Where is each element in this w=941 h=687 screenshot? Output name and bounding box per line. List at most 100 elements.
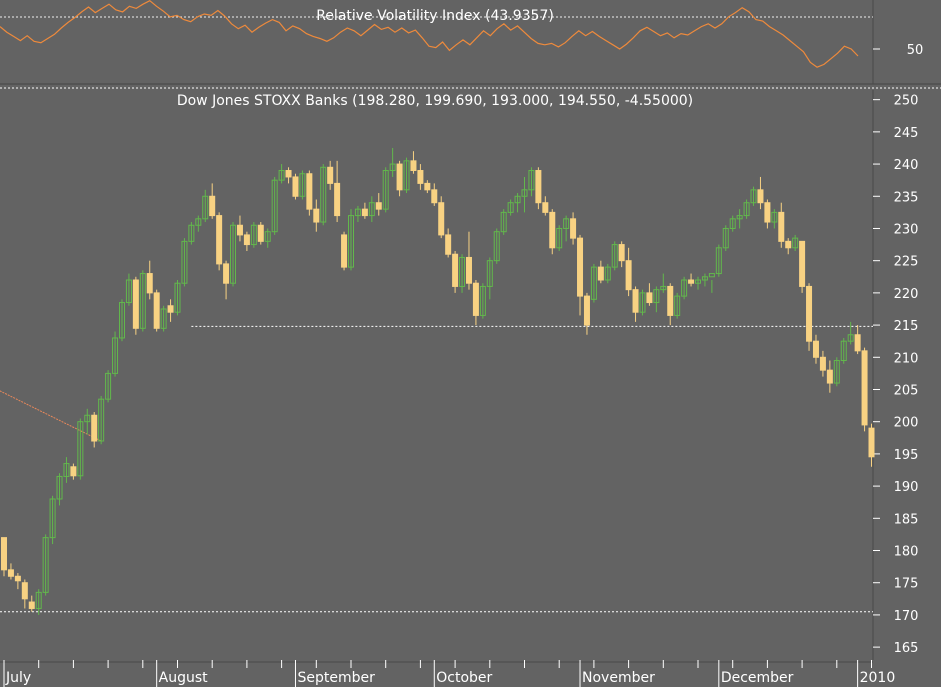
candle (167, 299, 174, 322)
candle (681, 276, 688, 300)
candle-body (42, 537, 49, 593)
candle-body (674, 295, 681, 316)
candle-body (28, 601, 35, 609)
candle (306, 170, 313, 216)
candle (278, 164, 285, 184)
candle-body (778, 211, 785, 242)
candle (236, 215, 243, 242)
rvi-tick-label: 50 (907, 43, 924, 58)
candle (250, 222, 257, 248)
candle-body (146, 273, 153, 294)
candle-body (7, 569, 14, 577)
candle (653, 286, 660, 313)
candle-body (368, 202, 375, 217)
price-tick-label: 200 (894, 416, 919, 431)
candle-body (840, 340, 847, 362)
price-tick-label: 165 (894, 641, 919, 656)
candle-body (764, 202, 771, 223)
candle (403, 157, 410, 194)
candle-body (618, 244, 625, 262)
candle-body (868, 427, 875, 458)
candle (688, 273, 695, 287)
candle (618, 241, 625, 268)
candle-body (785, 240, 792, 249)
candle (368, 196, 375, 223)
candle (459, 254, 466, 293)
candle-body (743, 202, 750, 217)
candle (785, 238, 792, 255)
candle (1, 537, 7, 577)
candle (389, 147, 396, 177)
candle (417, 164, 424, 190)
candle (493, 228, 500, 264)
candle (604, 263, 611, 284)
candle (854, 325, 861, 355)
price-panel: 165 170 175 180 185 190 195 200 205 210 215 220 225 2… (0, 87, 941, 687)
candle (285, 167, 292, 184)
candle-body (833, 360, 840, 384)
candle-body (521, 189, 528, 197)
candle-body (209, 195, 216, 217)
candle (21, 579, 28, 609)
candle (257, 222, 264, 245)
candle-body (549, 211, 556, 249)
candle-body (112, 337, 119, 374)
candle (660, 273, 667, 293)
candle-body (382, 170, 389, 210)
candle (445, 228, 452, 258)
x-tick-label: October (436, 670, 492, 686)
candle (209, 183, 216, 219)
price-tick-label: 210 (894, 351, 919, 366)
candle (563, 215, 570, 242)
candle (708, 273, 715, 293)
candle-body (264, 231, 271, 242)
candle (105, 370, 112, 403)
candle-body (736, 215, 743, 220)
x-tick-label: December (721, 670, 794, 686)
candle (77, 418, 84, 480)
candle-body (1, 537, 7, 571)
candle (632, 286, 639, 322)
candle-body (507, 202, 514, 213)
candle-body (688, 279, 695, 284)
candle-body (472, 282, 479, 316)
candle-body (354, 208, 361, 217)
candle (528, 167, 535, 197)
candle-body (535, 170, 542, 204)
candle-body (84, 414, 91, 423)
candle-body (299, 173, 306, 197)
candle (223, 260, 230, 300)
candle-body (722, 227, 729, 249)
candle (611, 241, 618, 271)
candle (819, 350, 826, 377)
candle-body (611, 244, 618, 268)
candle (556, 225, 563, 252)
candle-body (597, 266, 604, 281)
candle (334, 160, 341, 223)
price-tick-label: 190 (894, 480, 919, 495)
candle (70, 463, 77, 480)
candle-body (604, 266, 611, 281)
candle-body (847, 334, 854, 342)
candle (56, 473, 63, 506)
candle-body (153, 292, 160, 329)
candle (729, 215, 736, 232)
candle-body (202, 195, 209, 220)
candle (230, 222, 237, 287)
candle (514, 193, 521, 213)
rvi-panel: 50 (0, 0, 941, 85)
price-tick-label: 180 (894, 545, 919, 560)
candle (799, 240, 806, 293)
candle (354, 205, 361, 223)
candle (375, 193, 382, 216)
candle (625, 247, 632, 297)
candle (750, 186, 757, 206)
candle (695, 276, 701, 290)
candle-body (514, 195, 521, 204)
candle-body (590, 266, 597, 300)
candle (125, 273, 132, 306)
candle-body (292, 176, 299, 197)
candle-body (188, 224, 195, 242)
